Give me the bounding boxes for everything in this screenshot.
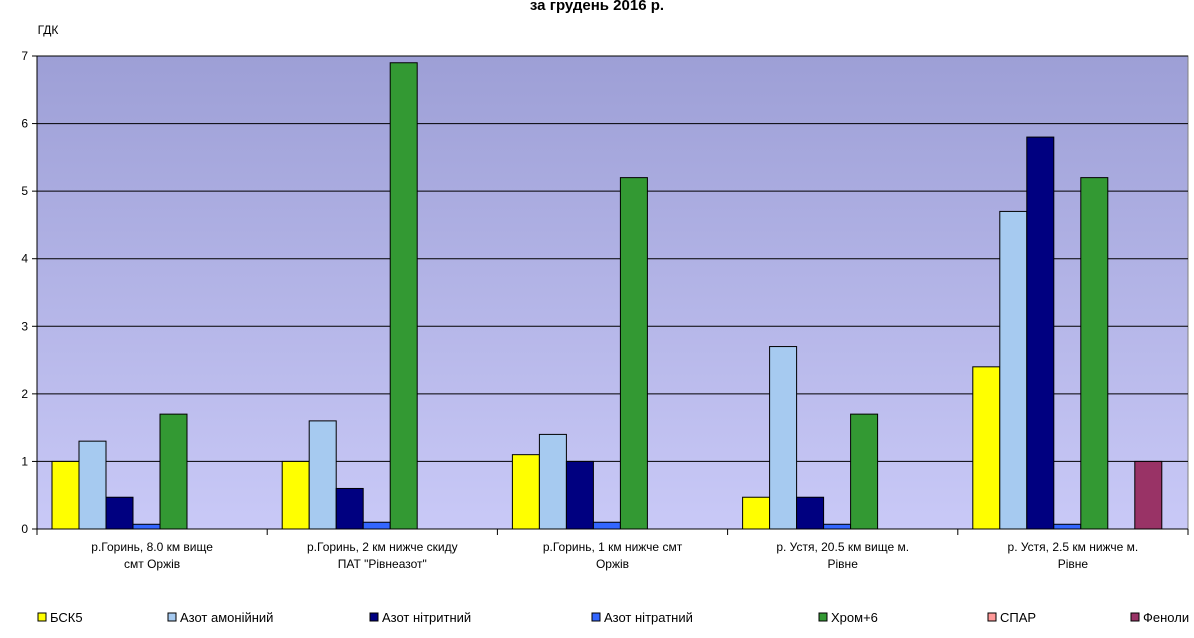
bar-3-4 bbox=[1053, 523, 1082, 530]
bar-1-4 bbox=[999, 210, 1028, 530]
legend-label: Азот нітратний bbox=[604, 610, 693, 625]
legend-swatch bbox=[987, 612, 997, 622]
bar-0-4 bbox=[972, 366, 1001, 530]
bar-1-0 bbox=[78, 440, 107, 530]
bar-4-0 bbox=[159, 413, 188, 530]
bar-4-3 bbox=[850, 413, 879, 530]
bar-0-2 bbox=[511, 454, 540, 530]
legend: БСК5 Азот амонійний Азот нітритний Азот ніт… bbox=[37, 610, 1189, 625]
y-tick-label: 5 bbox=[21, 184, 28, 198]
bar-0-0 bbox=[51, 460, 80, 530]
y-tick-label: 0 bbox=[21, 522, 28, 536]
bar-2-1 bbox=[335, 487, 364, 530]
legend-label: Азот нітритний bbox=[382, 610, 471, 625]
chart-title: за грудень 2016 р. bbox=[530, 0, 664, 14]
legend-swatch bbox=[591, 612, 601, 622]
bar-3-0 bbox=[132, 523, 161, 530]
bar-4-2 bbox=[619, 177, 648, 530]
legend-label: Феноли bbox=[1143, 610, 1189, 625]
bar-3-1 bbox=[362, 521, 391, 530]
x-category-label: р.Горинь, 1 км нижче смт bbox=[543, 540, 683, 554]
bar-4-1 bbox=[389, 62, 418, 530]
y-axis-label: ГДК bbox=[38, 23, 59, 37]
x-category-label: смт Оржів bbox=[124, 557, 180, 571]
x-category-label: Рівне bbox=[1058, 557, 1089, 571]
y-tick-label: 2 bbox=[21, 387, 28, 401]
legend-swatch bbox=[369, 612, 379, 622]
plot-area bbox=[36, 55, 1189, 530]
x-category-label: р. Устя, 2.5 км нижче м. bbox=[1008, 540, 1139, 554]
bar-2-0 bbox=[105, 496, 134, 530]
bar-1-2 bbox=[538, 433, 567, 530]
y-tick-label: 1 bbox=[21, 454, 28, 468]
legend-label: БСК5 bbox=[50, 610, 83, 625]
x-category-label: р. Устя, 20.5 км вище м. bbox=[776, 540, 909, 554]
legend-swatch bbox=[1130, 612, 1140, 622]
legend-label: СПАР bbox=[1000, 610, 1036, 625]
legend-swatch bbox=[167, 612, 177, 622]
axes: 0 1 2 3 4 5 6 7 р.Горинь, 8.0 км вище смт Оржів р.… bbox=[21, 49, 1189, 571]
x-category-label: Рівне bbox=[828, 557, 859, 571]
y-tick-label: 7 bbox=[21, 49, 28, 63]
bar-2-3 bbox=[796, 496, 825, 530]
y-tick-label: 4 bbox=[21, 252, 28, 266]
bar-2-4 bbox=[1026, 136, 1055, 530]
bar-3-3 bbox=[823, 523, 852, 530]
x-category-label: ПАТ "Рівнеазот" bbox=[338, 557, 427, 571]
y-tick-label: 6 bbox=[21, 117, 28, 131]
x-category-label: р.Горинь, 2 км нижче скиду bbox=[307, 540, 458, 554]
bar-0-1 bbox=[281, 460, 310, 530]
legend-label: Азот амонійний bbox=[180, 610, 273, 625]
bar-0-3 bbox=[742, 496, 771, 530]
bar-4-4 bbox=[1080, 177, 1109, 530]
legend-swatch bbox=[37, 612, 47, 622]
legend-label: Хром+6 bbox=[831, 610, 878, 625]
bar-3-2 bbox=[592, 521, 621, 530]
y-tick-label: 3 bbox=[21, 319, 28, 333]
bar-2-2 bbox=[565, 460, 594, 530]
bar-1-3 bbox=[769, 346, 798, 530]
bars bbox=[51, 62, 1163, 530]
x-category-label: р.Горинь, 8.0 км вище bbox=[91, 540, 213, 554]
bar-6-4 bbox=[1134, 460, 1163, 530]
legend-swatch bbox=[818, 612, 828, 622]
x-category-label: Оржів bbox=[596, 557, 629, 571]
bar-1-1 bbox=[308, 420, 337, 530]
